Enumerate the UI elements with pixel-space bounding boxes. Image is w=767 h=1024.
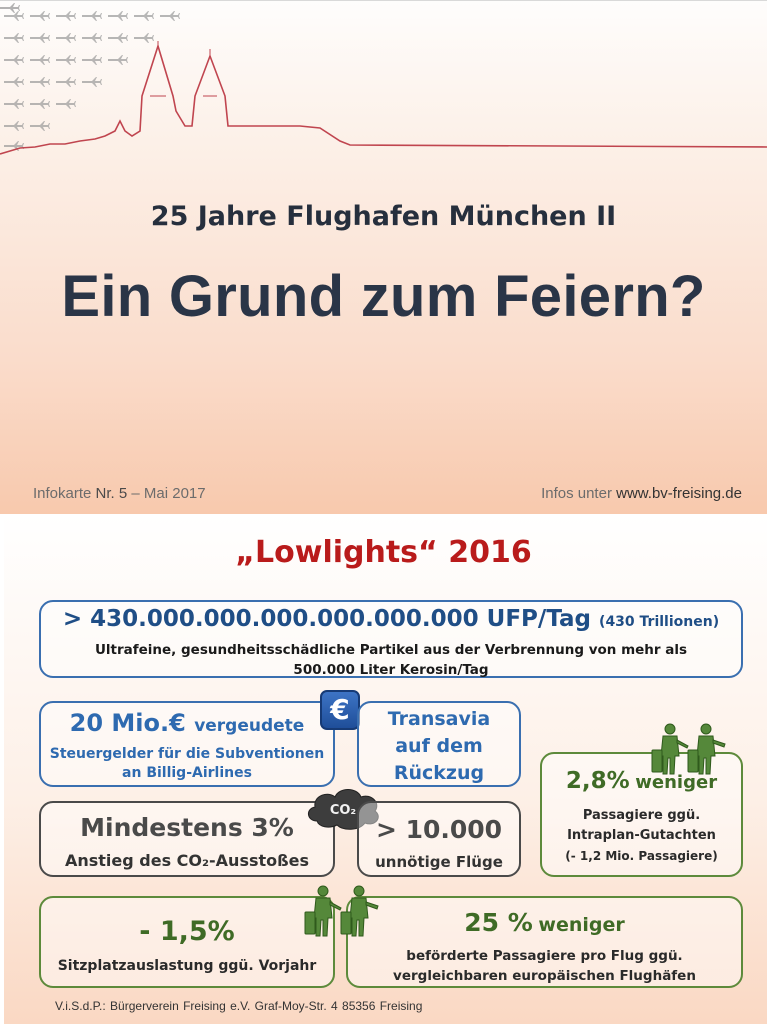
co2-cloud-icon: CO₂ xyxy=(308,789,379,830)
passengers-line1: Passagiere ggü. xyxy=(582,808,701,823)
travelers-icon-2 xyxy=(304,885,379,937)
lowlights-section xyxy=(4,514,767,1024)
freising-skyline xyxy=(0,41,767,155)
passengers-headline: 2,8% weniger xyxy=(542,768,741,794)
seats-box: - 1,5% Sitzplatzauslastung ggü. Vorjahr xyxy=(39,896,335,988)
seats-description: Sitzplatzauslastung ggü. Vorjahr xyxy=(57,958,317,974)
ufp-value: > 430.000.000.000.000.000.000 UFP/Tag xyxy=(62,606,592,632)
passengers-line2: Intraplan-Gutachten xyxy=(567,828,716,843)
ufp-box: > 430.000.000.000.000.000.000 UFP/Tag (4… xyxy=(39,600,743,678)
subsidy-headline: 20 Mio.€ vergeudete xyxy=(41,709,333,737)
euro-symbol: € xyxy=(330,693,350,726)
ufp-desc-line1: Ultrafeine, gesundheitsschädliche Partik… xyxy=(94,642,688,658)
per-flight-word: weniger xyxy=(538,914,625,936)
seats-headline: - 1,5% xyxy=(139,916,235,947)
subsidy-word: vergeudete xyxy=(194,716,305,736)
infokarte-prefix: Infokarte xyxy=(33,485,96,502)
infos-label: Infos unter www.bv-freising.de xyxy=(541,485,742,502)
headline: Ein Grund zum Feiern? xyxy=(61,264,706,329)
infos-prefix: Infos unter xyxy=(541,485,617,502)
per-flight-line1: beförderte Passagiere pro Flug ggü. xyxy=(406,948,683,964)
transavia-line1: Transavia xyxy=(387,708,491,730)
co2-cloud-label: CO₂ xyxy=(330,803,356,818)
subtitle: 25 Jahre Flughafen München II xyxy=(150,201,617,232)
co2-description: Anstieg des CO₂-Ausstoßes xyxy=(64,851,310,870)
transavia-line3: Rückzug xyxy=(393,762,485,784)
co2-headline: Mindestens 3% xyxy=(80,813,294,842)
transavia-text: Transavia auf dem Rückzug xyxy=(359,706,519,787)
infokarte-date: – Mai 2017 xyxy=(127,485,206,502)
flights-box: > 10.000 unnötige Flüge xyxy=(357,801,521,877)
travelers-icon xyxy=(651,723,726,775)
per-flight-description: beförderte Passagiere pro Flug ggü. verg… xyxy=(348,946,741,986)
subsidy-line1: Steuergelder für die Subventionen xyxy=(49,746,325,762)
co2-box: Mindestens 3% Anstieg des CO₂-Ausstoßes xyxy=(39,801,335,877)
footer-imprint: V.i.S.d.P.: Bürgerverein Freising e.V. G… xyxy=(55,999,423,1013)
header-banner: 25 Jahre Flughafen München II Ein Grund … xyxy=(0,0,767,514)
per-flight-pct: 25 % xyxy=(464,908,533,937)
subsidy-amount: 20 Mio.€ xyxy=(69,709,186,737)
passengers-description: Passagiere ggü. Intraplan-Gutachten (- 1… xyxy=(542,806,741,866)
transavia-box: Transavia auf dem Rückzug xyxy=(357,701,521,787)
transavia-line2: auf dem xyxy=(395,735,483,757)
subsidy-box: 20 Mio.€ vergeudete Steuergelder für die… xyxy=(39,701,335,787)
euro-icon: € xyxy=(320,690,360,730)
infokarte-number: Nr. 5 xyxy=(95,485,128,502)
passengers-pct: 2,8% xyxy=(565,768,630,794)
per-flight-box: 25 % weniger beförderte Passagiere pro F… xyxy=(346,896,743,988)
infokarte-label: Infokarte Nr. 5 – Mai 2017 xyxy=(33,485,206,502)
ufp-description: Ultrafeine, gesundheitsschädliche Partik… xyxy=(41,640,741,680)
airplanes-icon xyxy=(0,3,180,151)
ufp-headline: > 430.000.000.000.000.000.000 UFP/Tag (4… xyxy=(41,606,741,632)
passengers-line3: (- 1,2 Mio. Passagiere) xyxy=(565,849,718,863)
flights-headline: > 10.000 xyxy=(375,815,503,844)
subsidy-line2: an Billig-Airlines xyxy=(122,765,252,781)
subsidy-description: Steuergelder für die Subventionen an Bil… xyxy=(41,745,333,783)
website-link[interactable]: www.bv-freising.de xyxy=(616,485,742,502)
passengers-word: weniger xyxy=(635,772,718,793)
flights-description: unnötige Flüge xyxy=(375,853,503,871)
ufp-note: (430 Trillionen) xyxy=(599,614,720,630)
per-flight-line2: vergleichbaren europäischen Flughäfen xyxy=(393,968,696,984)
ufp-desc-line2: 500.000 Liter Kerosin/Tag xyxy=(293,662,489,678)
lowlights-title: „Lowlights“ 2016 xyxy=(235,535,532,570)
per-flight-headline: 25 % weniger xyxy=(348,908,741,937)
